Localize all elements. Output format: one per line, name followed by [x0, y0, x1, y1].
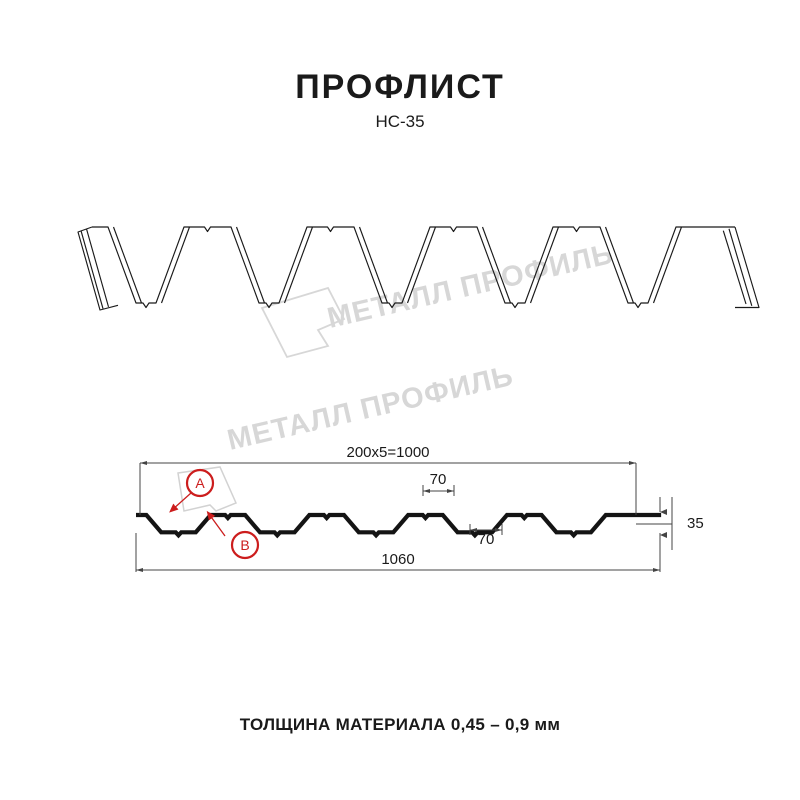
svg-text:A: A [195, 475, 205, 491]
svg-text:B: B [240, 537, 249, 553]
